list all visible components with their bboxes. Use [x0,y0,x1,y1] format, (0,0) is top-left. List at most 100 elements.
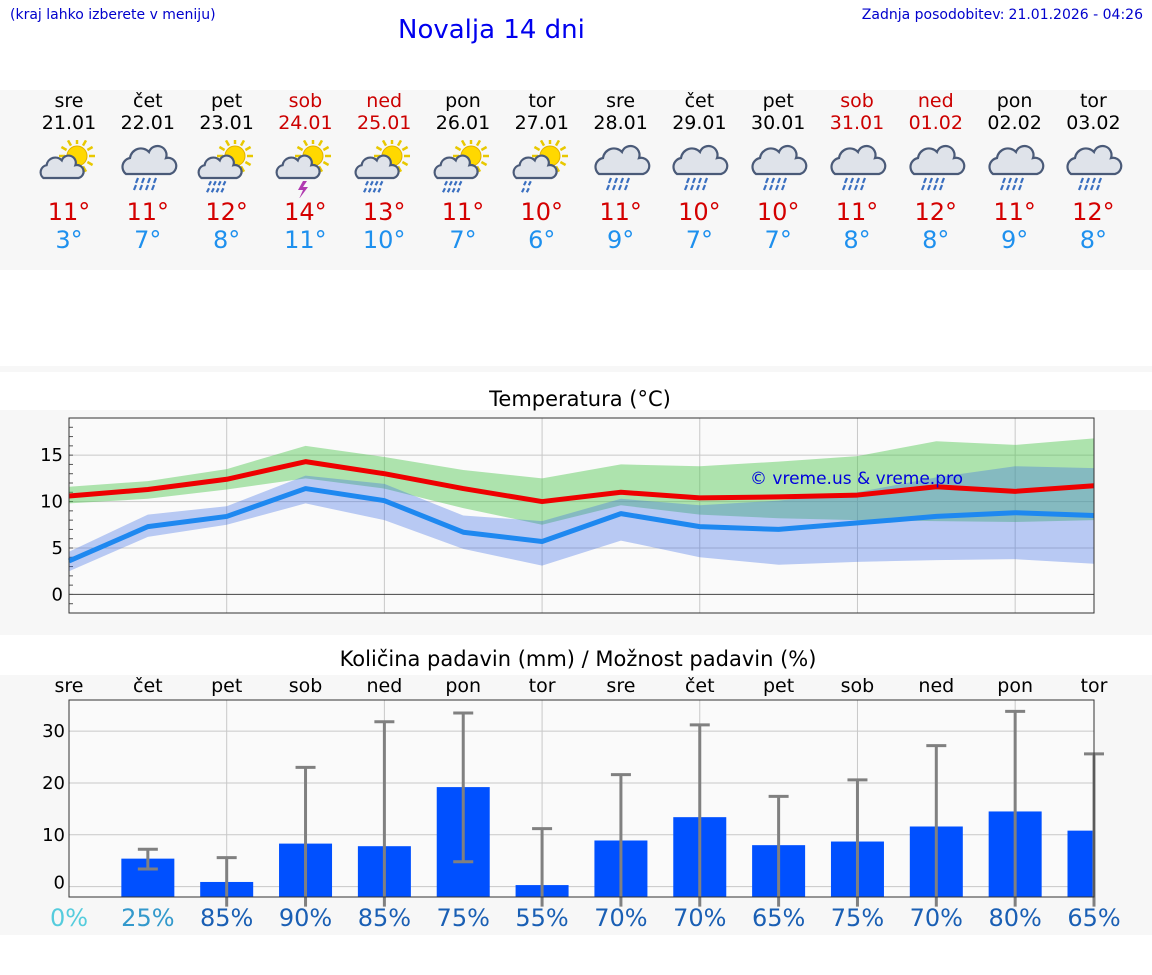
y-tick-label: 15 [40,445,63,466]
precipitation-probability: 75% [831,904,884,932]
day-column: ned 01.02 12° 8° [897,90,975,254]
y-tick-label: 10 [42,825,65,846]
min-temperature: 8° [843,226,871,254]
y-tick-label: 20 [42,773,65,794]
y-tick-label: 5 [52,538,63,559]
x-tick-label: sre [606,675,635,697]
precipitation-chart-title: Količina padavin (mm) / Možnost padavin … [339,647,817,671]
precipitation-chart: 0 10 20 30 sre čet pet sob ned pon tor sre čet pet sob… [42,675,1121,932]
min-temperature: 6° [528,226,556,254]
day-date: 23.01 [199,112,254,134]
watermark: © vreme.us & vreme.pro [750,469,963,489]
rain-cloud-icon [909,144,966,191]
day-date: 25.01 [356,112,412,134]
day-name: tor [528,90,556,112]
max-temperature-line [68,459,1095,505]
max-temperature: 11° [599,198,642,226]
x-tick-label: sob [289,675,323,697]
day-date: 01.02 [908,112,963,134]
min-temperature: 8° [212,226,241,254]
day-column: sob 24.01 14° 11° [266,90,344,254]
precipitation-probability: 0% [50,904,88,932]
day-date: 03.02 [1066,112,1121,134]
day-date: 30.01 [750,112,806,134]
max-temperature-band [69,438,1094,525]
region-menu-hint: (kraj lahko izberete v meniju) [10,7,216,23]
day-date: 29.01 [672,112,727,134]
precipitation-probability: 75% [437,904,490,932]
page-title: Novalja 14 dni [398,15,585,45]
day-date: 22.01 [120,112,175,134]
precipitation-probability: 70% [594,904,647,932]
precipitation-probability: 80% [988,904,1041,932]
precipitation-probability: 55% [515,904,568,932]
day-column: sob 31.01 11° 8° [818,90,896,254]
max-temperature: 10° [678,198,721,226]
max-temperature: 13° [362,198,406,226]
rain-cloud-icon [830,144,887,191]
max-temperature: 11° [47,198,91,226]
precipitation-probability: 70% [910,904,963,932]
max-temperature: 14° [284,198,327,226]
min-temperature: 3° [55,226,83,254]
day-name: pet [762,90,794,112]
x-tick-label: ned [918,675,954,697]
day-column: sre 28.01 11° 9° [582,90,660,254]
x-tick-label: ned [366,675,402,697]
day-column: sre 21.01 11° 3° [30,90,108,254]
x-tick-label: čet [685,675,715,697]
min-temperature: 7° [134,226,162,254]
day-column: čet 22.01 11° 7° [109,90,187,254]
min-temperature: 10° [362,226,406,254]
rain-cloud-icon [121,144,178,191]
min-temperature: 9° [606,226,635,254]
y-tick-label: 10 [40,492,63,513]
x-tick-label: pon [997,675,1033,697]
min-temperature: 7° [685,226,714,254]
max-temperature: 11° [993,198,1036,226]
precipitation-probability: 85% [200,904,253,932]
y-tick-label: 0 [52,584,63,605]
day-name: čet [133,90,163,112]
precipitation-probability: 65% [752,904,805,932]
x-tick-label: čet [133,675,163,697]
max-temperature: 10° [520,198,564,226]
x-tick-label: pet [763,675,794,697]
temperature-chart: 0 5 10 15 © vreme.us & vreme.pro [40,417,1095,614]
day-column: ned 25.01 13° 10° [345,90,423,254]
x-tick-label: pet [211,675,242,697]
day-name: ned [366,90,403,112]
day-name: sob [840,90,874,112]
daily-forecast-strip [0,90,1152,270]
rain-cloud-icon [988,144,1044,191]
precipitation-probability: 90% [279,904,332,932]
max-temperature: 11° [835,198,879,226]
x-tick-label: pon [445,675,481,697]
day-column: tor 03.02 12° 8° [1054,90,1132,254]
day-date: 31.01 [829,112,885,134]
day-name: sre [606,90,636,112]
temperature-chart-title: Temperatura (°C) [489,387,671,411]
day-name: pon [996,90,1033,112]
sun-rain-icon [197,140,253,193]
last-update-label: Zadnja posodobitev: [861,7,1005,23]
day-column: pet 30.01 10° 7° [739,90,817,254]
sun-thunder-icon [275,140,332,198]
precipitation-probability: 25% [121,904,174,932]
day-name: pon [445,90,481,112]
x-tick-label: sre [55,675,84,697]
y-tick-label: 0 [54,873,65,894]
min-temperature: 7° [449,226,477,254]
day-column: pon 26.01 11° 7° [424,90,502,254]
max-temperature: 11° [126,198,170,226]
rain-cloud-icon [672,144,729,191]
separator-band [0,366,1152,372]
rain-cloud-icon [594,144,650,191]
last-update-value: 21.01.2026 - 04:26 [1008,7,1143,23]
day-date: 26.01 [435,112,491,134]
last-update: Zadnja posodobitev: 21.01.2026 - 04:26 [862,7,1143,23]
plot-border [68,699,1095,898]
x-tick-label: tor [1081,675,1108,697]
min-temperature: 8° [922,226,950,254]
day-column: tor 27.01 10° 6° [503,90,581,254]
